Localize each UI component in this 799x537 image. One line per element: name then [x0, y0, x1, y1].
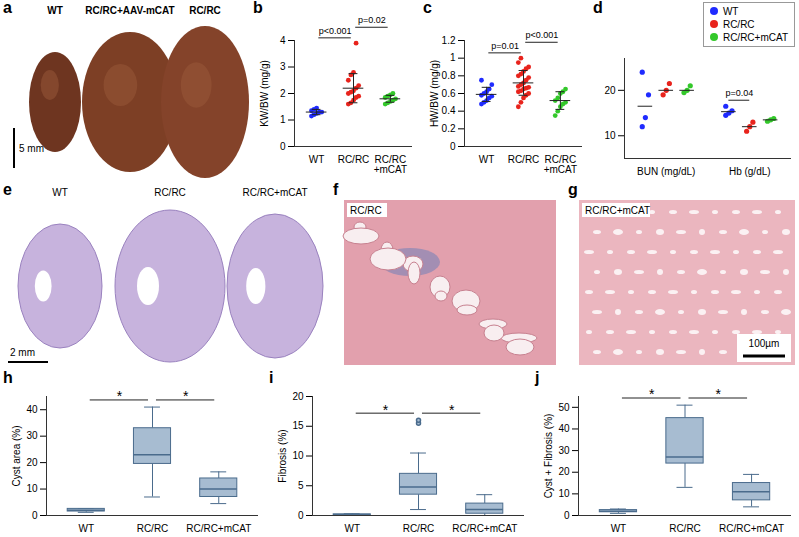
html-text:g: g: [568, 181, 578, 198]
svg-text:0: 0: [32, 510, 38, 521]
html-text:e: e: [3, 181, 12, 198]
svg-text:p=0.01: p=0.01: [491, 41, 519, 51]
svg-text:p=0.02: p=0.02: [358, 15, 386, 25]
html-text:h: h: [3, 369, 13, 386]
svg-text:1.2: 1.2: [442, 35, 456, 46]
svg-text:RC/RC: RC/RC: [189, 5, 221, 16]
svg-text:WT: WT: [479, 154, 495, 165]
svg-text:RC/RC+mCAT: RC/RC+mCAT: [585, 205, 650, 216]
svg-text:0: 0: [298, 510, 304, 521]
html-text:d: d: [593, 0, 603, 16]
svg-text:WT: WT: [344, 523, 360, 534]
svg-text:50: 50: [558, 402, 570, 413]
svg-text:Cyst area (%): Cyst area (%): [11, 425, 22, 486]
svg-text:0.2: 0.2: [442, 123, 456, 134]
svg-text:RC/RC+mCAT: RC/RC+mCAT: [719, 523, 784, 534]
svg-text:3: 3: [280, 61, 286, 72]
svg-text:0: 0: [280, 141, 286, 152]
svg-text:WT: WT: [309, 154, 325, 165]
svg-text:RC/RC+mCAT: RC/RC+mCAT: [242, 187, 307, 198]
svg-text:p<0.001: p<0.001: [319, 26, 352, 36]
svg-text:20: 20: [292, 391, 304, 402]
svg-text:10: 10: [292, 450, 304, 461]
svg-text:4: 4: [280, 35, 286, 46]
svg-text:BUN (mg/dL): BUN (mg/dL): [637, 166, 695, 177]
svg-text:100µm: 100µm: [749, 338, 780, 349]
html-text:a: a: [3, 0, 12, 16]
svg-text:20: 20: [26, 457, 38, 468]
svg-text:WT: WT: [78, 523, 94, 534]
svg-text:0.6: 0.6: [442, 88, 456, 99]
svg-text:2 mm: 2 mm: [10, 347, 35, 358]
html-text:RC/RC+mCAT: RC/RC+mCAT: [722, 32, 788, 43]
svg-text:p<0.001: p<0.001: [526, 30, 559, 40]
svg-text:RC/RC: RC/RC: [154, 187, 186, 198]
svg-text:2: 2: [280, 88, 286, 99]
svg-text:HW/BW (mg/g): HW/BW (mg/g): [429, 60, 440, 127]
html-text:b: b: [253, 0, 263, 16]
svg-text:*: *: [449, 402, 455, 418]
svg-text:10: 10: [26, 483, 38, 494]
svg-text:40: 40: [26, 404, 38, 415]
svg-text:Fibrosis (%): Fibrosis (%): [277, 429, 288, 482]
svg-text:KW/BW (mg/g): KW/BW (mg/g): [259, 60, 270, 127]
svg-text:*: *: [117, 388, 123, 404]
svg-text:RC/RC+mCAT: RC/RC+mCAT: [374, 154, 407, 175]
svg-text:1: 1: [450, 52, 456, 63]
html-text:RC/RC: RC/RC: [722, 19, 755, 30]
svg-text:RC/RC: RC/RC: [508, 154, 540, 165]
svg-text:*: *: [383, 402, 389, 418]
html-text:c: c: [423, 0, 432, 16]
svg-text:WT: WT: [47, 5, 63, 16]
svg-text:10: 10: [558, 488, 570, 499]
svg-text:RC/RC: RC/RC: [137, 523, 169, 534]
svg-text:*: *: [183, 388, 189, 404]
svg-text:WT: WT: [611, 523, 627, 534]
svg-text:Hb (g/dL): Hb (g/dL): [729, 166, 771, 177]
svg-text:RC/RC+mCAT: RC/RC+mCAT: [452, 523, 517, 534]
svg-text:RC/RC: RC/RC: [669, 523, 701, 534]
svg-text:5: 5: [298, 480, 304, 491]
svg-text:10: 10: [604, 130, 616, 141]
svg-text:Cyst + Fibrosis (%): Cyst + Fibrosis (%): [543, 414, 554, 499]
svg-text:40: 40: [558, 423, 570, 434]
svg-text:RC/RC+mCAT: RC/RC+mCAT: [186, 523, 251, 534]
svg-text:20: 20: [604, 85, 616, 96]
svg-text:0.8: 0.8: [442, 70, 456, 81]
svg-text:0.4: 0.4: [442, 105, 456, 116]
svg-text:0: 0: [564, 510, 570, 521]
svg-text:15: 15: [292, 420, 304, 431]
svg-text:*: *: [716, 386, 722, 402]
svg-text:WT: WT: [52, 187, 68, 198]
svg-text:1: 1: [280, 114, 286, 125]
html-text:WT: WT: [722, 6, 739, 17]
html-text:j: j: [535, 369, 540, 386]
svg-text:RC/RC: RC/RC: [403, 523, 435, 534]
svg-text:*: *: [649, 386, 655, 402]
html-text:f: f: [333, 181, 339, 198]
svg-text:0: 0: [450, 141, 456, 152]
svg-text:RC/RC+AAV-mCAT: RC/RC+AAV-mCAT: [85, 5, 174, 16]
svg-text:5 mm: 5 mm: [19, 143, 44, 154]
svg-text:p=0.04: p=0.04: [725, 88, 753, 98]
svg-text:20: 20: [558, 466, 570, 477]
svg-text:30: 30: [26, 430, 38, 441]
svg-text:RC/RC: RC/RC: [338, 154, 370, 165]
svg-text:30: 30: [558, 445, 570, 456]
svg-text:RC/RC+mCAT: RC/RC+mCAT: [544, 154, 577, 175]
svg-text:RC/RC: RC/RC: [350, 205, 382, 216]
html-text:i: i: [269, 369, 274, 386]
